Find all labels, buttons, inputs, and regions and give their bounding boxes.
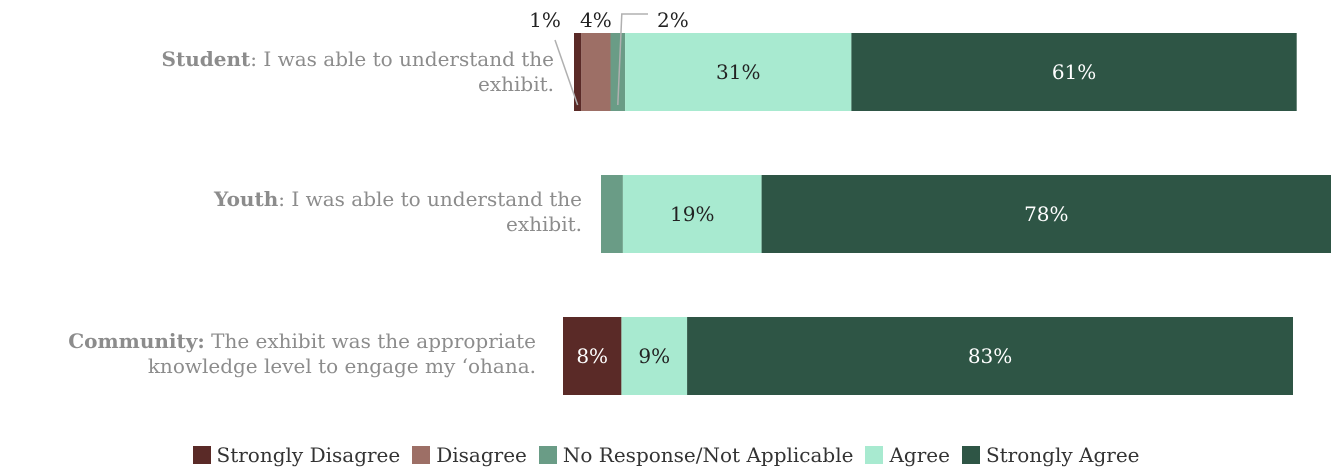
category-label-youth: Youth: I was able to understand the exhi… [162,187,582,237]
data-label: 31% [716,60,760,84]
category-label-bold: Student [161,47,251,71]
legend-swatch [961,446,980,464]
category-label-bold: Community: [68,329,205,353]
data-label: 61% [1052,60,1096,84]
legend-item: Strongly Agree [961,443,1140,467]
legend-label: Agree [889,443,950,467]
legend-swatch [192,446,211,464]
legend-swatch [865,446,884,464]
stacked-bar-chart: 1%4%2%31%61%3%19%78%8%9%83% [529,8,1331,395]
bar-segment [622,175,762,253]
legend-item: Strongly Disagree [192,443,401,467]
bar-segment [851,33,1297,111]
legend-swatch [412,446,431,464]
bar-segment [574,33,582,111]
category-label-text: : I was able to understand the exhibit. [278,187,582,236]
bar-segment [581,33,611,111]
bar-segment [610,33,626,111]
data-label: 83% [968,344,1012,368]
bar-segment [563,317,622,395]
data-label: 19% [670,202,714,226]
legend-item: Disagree [412,443,527,467]
leader-line [617,13,648,106]
category-label-text: : I was able to understand the exhibit. [250,47,554,96]
legend-label: Strongly Disagree [216,443,401,467]
legend-label: Disagree [436,443,527,467]
legend: Strongly Disagree Disagree No Response/N… [0,443,1332,467]
legend-label: Strongly Agree [985,443,1140,467]
category-label-student: Student: I was able to understand the ex… [134,47,554,97]
bar-segment [625,33,852,111]
data-label: 4% [580,8,612,32]
legend-item: No Response/Not Applicable [538,443,854,467]
category-label-bold: Youth [214,187,279,211]
category-label-community: Community: The exhibit was the appropria… [0,329,536,379]
bar-segment [621,317,688,395]
legend-swatch [538,446,557,464]
legend-item: Agree [865,443,950,467]
data-label: 2% [657,8,689,32]
leader-line [554,39,579,106]
bar-segment [761,175,1331,253]
data-label: 8% [576,344,608,368]
bar-segment [687,317,1293,395]
category-label-text: The exhibit was the appropriate knowledg… [147,329,536,378]
data-label: 9% [638,344,670,368]
legend-label: No Response/Not Applicable [562,443,854,467]
data-label: 78% [1024,202,1068,226]
bar-segment [601,175,623,253]
data-label: 1% [529,8,561,32]
